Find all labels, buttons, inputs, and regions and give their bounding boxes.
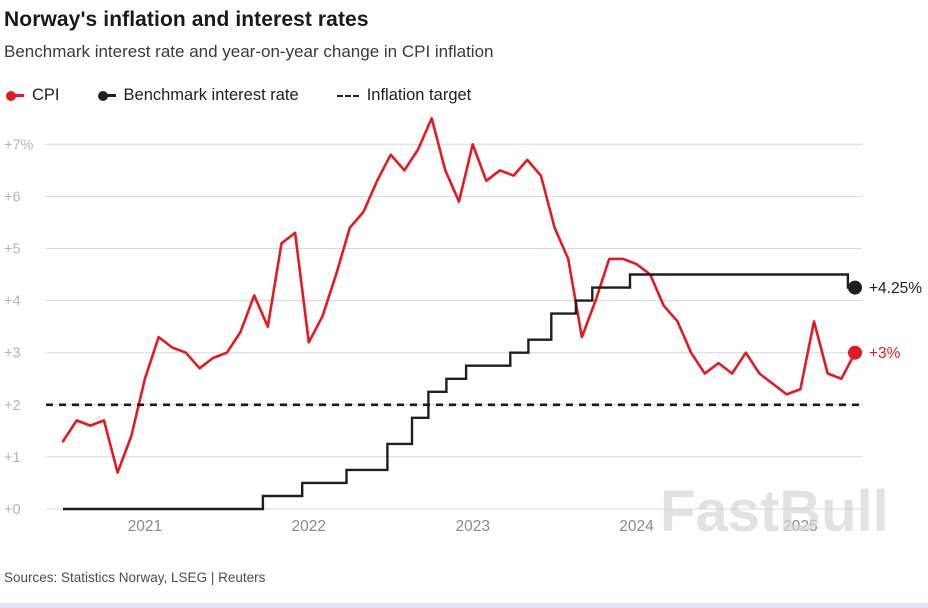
y-axis-label: +0 <box>4 502 21 518</box>
x-axis-label: 2025 <box>783 518 817 535</box>
y-axis-label: +1 <box>4 450 21 466</box>
series-end-dot <box>848 345 862 360</box>
legend-item: CPI <box>6 86 60 105</box>
y-axis-label: +6 <box>4 189 21 205</box>
dot-line-icon <box>6 90 24 101</box>
chart-canvas: +7% +6 +5 +4 +3 +2 +1 +0 2021 2022 2023 2024 2025 +3%… <box>4 117 922 544</box>
legend-label: Benchmark interest rate <box>123 86 299 104</box>
y-axis-label: +4 <box>4 294 21 310</box>
page-title: Norway's inflation and interest rates <box>4 8 369 31</box>
watermark: FastBull <box>660 479 889 544</box>
source-note: Sources: Statistics Norway, LSEG | Reute… <box>4 570 266 585</box>
x-axis-label: 2022 <box>292 518 326 535</box>
y-axis-label: +5 <box>4 242 21 258</box>
cpi-line <box>61 117 857 474</box>
series-end-label: +3% <box>869 345 901 362</box>
legend-label: Inflation target <box>366 86 472 104</box>
x-axis-label: 2024 <box>619 518 654 535</box>
series-end-dot <box>848 280 862 295</box>
bottom-strip <box>0 603 928 608</box>
dashed-line-icon <box>336 94 359 97</box>
legend-item: Inflation target <box>336 86 472 105</box>
legend: CPI Benchmark interest rate Inflation targ… <box>6 86 928 105</box>
legend-label: CPI <box>32 86 60 104</box>
y-axis-label: +2 <box>4 398 21 414</box>
series-end-label: +4.25% <box>869 280 922 297</box>
y-axis-label: +3 <box>4 346 21 362</box>
chart-subtitle: Benchmark interest rate and year-on-year… <box>4 42 494 61</box>
dot-line-icon <box>97 90 116 101</box>
benchmark-rate-line <box>63 273 855 511</box>
y-axis-label: +7% <box>4 137 34 153</box>
x-axis-label: 2023 <box>455 518 489 535</box>
legend-item: Benchmark interest rate <box>97 86 299 105</box>
x-axis-label: 2021 <box>128 518 162 535</box>
